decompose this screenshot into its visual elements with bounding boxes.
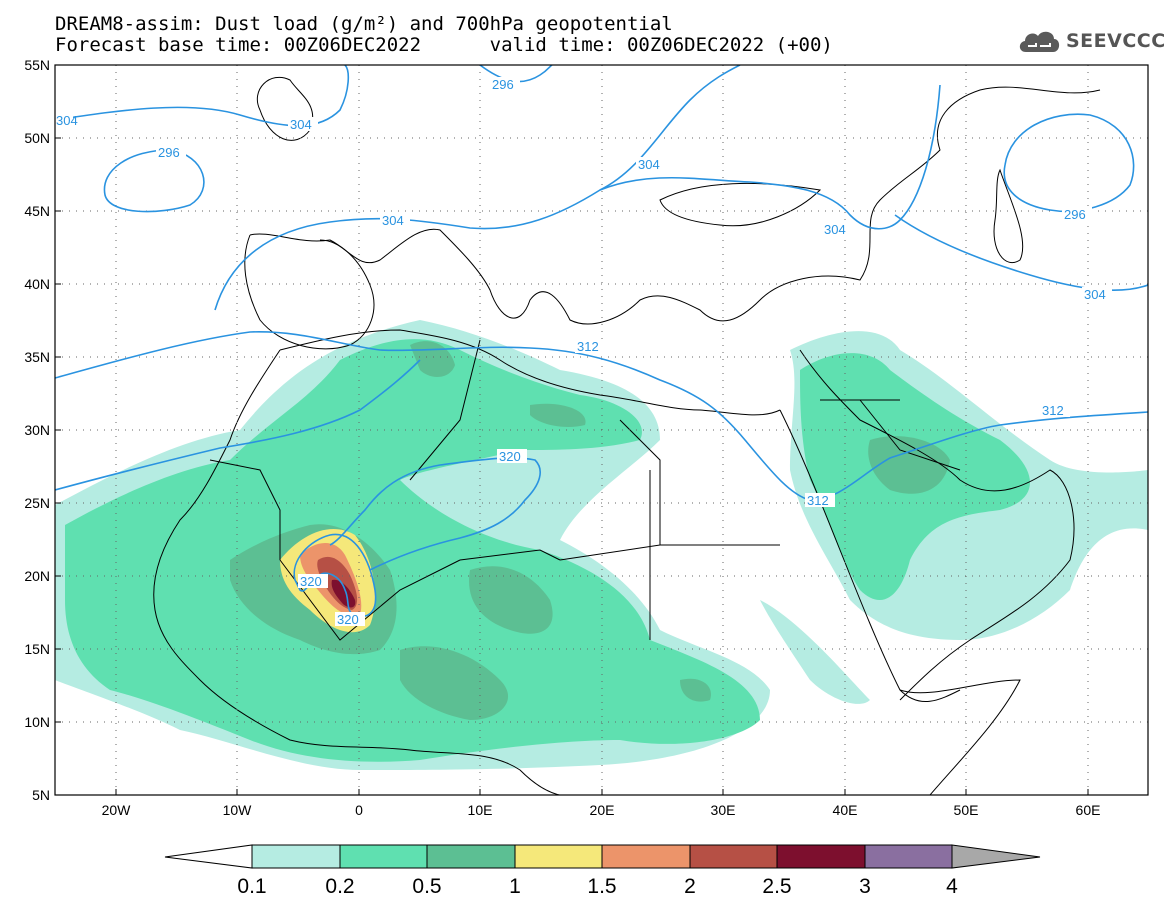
longitude-labels: 20W 10W 0 10E 20E 30E 40E 50E 60E xyxy=(102,802,1101,818)
lon-label: 30E xyxy=(711,802,736,818)
red-sea xyxy=(779,409,961,703)
grid xyxy=(55,65,1148,795)
contour-label: 312 xyxy=(807,493,829,508)
contour-304-east xyxy=(599,84,941,230)
colorbar-bin xyxy=(339,844,428,869)
contour-304-north xyxy=(55,65,350,127)
colorbar-bin xyxy=(514,844,603,869)
dust-level-0.2 xyxy=(65,339,760,762)
lon-label: 20E xyxy=(590,802,615,818)
lat-label: 45N xyxy=(24,203,50,219)
contour-label: 312 xyxy=(1042,403,1064,418)
arabia-coast xyxy=(799,349,1075,701)
contour-label: 320 xyxy=(499,449,521,464)
contour-label: 296 xyxy=(158,145,180,160)
colorbar: 0.1 0.2 0.5 1 1.5 2 2.5 3 4 xyxy=(164,844,1041,898)
contour-label: 304 xyxy=(1084,287,1106,302)
forecast-time-line: Forecast base time: 00Z06DEC2022 valid t… xyxy=(55,34,833,56)
contour-label: 320 xyxy=(337,612,359,627)
west-africa-coast xyxy=(153,349,580,795)
colorbar-bin xyxy=(864,844,953,869)
contour-304-europe xyxy=(214,65,741,311)
coastlines xyxy=(153,76,1101,795)
colorbar-tick: 0.5 xyxy=(412,875,441,898)
iberia xyxy=(244,234,375,350)
dust-level-2.5 xyxy=(331,579,356,608)
lat-label: 30N xyxy=(24,422,50,438)
latitude-labels: 55N 50N 45N 40N 35N 30N 25N 20N 15N 10N … xyxy=(24,57,50,803)
lat-label: 15N xyxy=(24,641,50,657)
europe-coast xyxy=(249,86,1101,325)
colorbar-under-arrow xyxy=(164,844,253,869)
lat-label: 25N xyxy=(24,495,50,511)
lat-label: 35N xyxy=(24,349,50,365)
colorbar-over-arrow xyxy=(951,844,1041,869)
colorbar-bin xyxy=(251,844,341,869)
colorbar-tick: 0.2 xyxy=(325,875,354,898)
colorbar-bin xyxy=(426,844,516,869)
logo-text: SEEVCCC xyxy=(1066,30,1165,52)
lon-label: 20W xyxy=(102,802,132,818)
contour-labels: 296 304 296 304 304 304 296 304 304 312 … xyxy=(55,77,1112,627)
colorbar-tick: 2.5 xyxy=(762,875,791,898)
colorbar-bin xyxy=(601,844,691,869)
lat-label: 10N xyxy=(24,714,50,730)
contour-label: 296 xyxy=(492,77,514,92)
colorbar-tick: 3 xyxy=(859,875,871,898)
contour-label: 312 xyxy=(577,339,599,354)
contour-312-west xyxy=(55,359,421,491)
contour-label: 304 xyxy=(824,222,846,237)
contour-label: 296 xyxy=(1064,207,1086,222)
lon-label: 10W xyxy=(223,802,253,818)
cloud-icon xyxy=(1019,31,1060,52)
contour-296-asia xyxy=(1003,113,1135,213)
ticks xyxy=(55,64,1089,795)
seevccc-logo: SEEVCCC xyxy=(1016,24,1165,58)
lat-label: 5N xyxy=(32,787,50,803)
map-title: DREAM8-assim: Dust load (g/m²) and 700hP… xyxy=(55,13,673,35)
britain xyxy=(256,76,314,141)
contour-label: 304 xyxy=(290,117,312,132)
colorbar-tick: 1.5 xyxy=(587,875,616,898)
colorbar-bin xyxy=(776,844,866,869)
colorbar-tick: 1 xyxy=(509,875,521,898)
lon-label: 40E xyxy=(833,802,858,818)
colorbar-tick: 4 xyxy=(946,875,958,898)
colorbar-tick: 2 xyxy=(684,875,696,898)
contour-304-far-east xyxy=(894,214,1148,291)
dust-level-0.5-c xyxy=(469,566,553,634)
lon-label: 0 xyxy=(355,802,363,818)
lat-label: 50N xyxy=(24,130,50,146)
caspian xyxy=(993,168,1024,263)
lat-label: 40N xyxy=(24,276,50,292)
contour-312 xyxy=(55,331,1148,501)
contour-label: 304 xyxy=(382,213,404,228)
lat-label: 20N xyxy=(24,568,50,584)
dust-level-0.5-e xyxy=(530,403,586,427)
colorbar-bin xyxy=(689,844,778,869)
lon-label: 10E xyxy=(468,802,493,818)
lon-label: 60E xyxy=(1076,802,1101,818)
black-sea xyxy=(659,182,822,227)
colorbar-tick: 0.1 xyxy=(237,875,266,898)
contour-label: 320 xyxy=(300,574,322,589)
contour-label: 304 xyxy=(56,113,78,128)
horn-africa xyxy=(899,679,1021,795)
dust-shading xyxy=(55,320,1148,770)
border-lines xyxy=(209,339,961,641)
contour-label: 304 xyxy=(638,157,660,172)
dust-level-0.1-strip xyxy=(760,600,870,704)
contour-296-atlantic xyxy=(103,149,205,213)
north-africa-coast xyxy=(279,329,781,416)
contour-296-north xyxy=(479,65,553,83)
lon-label: 50E xyxy=(954,802,979,818)
lat-label: 55N xyxy=(24,57,50,73)
contour-320-north xyxy=(329,457,541,571)
dust-level-0.5-b xyxy=(400,646,509,720)
dust-level-0.5-f xyxy=(868,436,950,494)
dust-level-0.5-g xyxy=(680,678,711,702)
